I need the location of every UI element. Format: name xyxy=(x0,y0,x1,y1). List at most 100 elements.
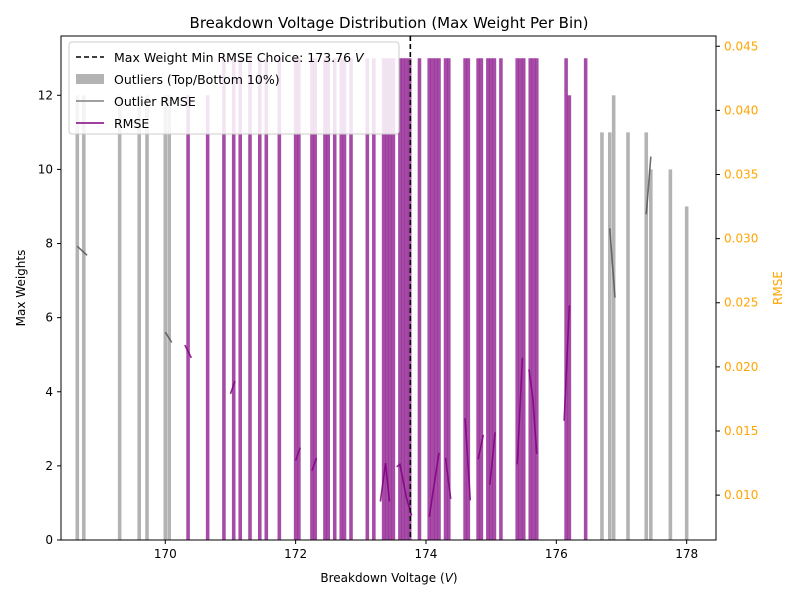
y-tick-label: 4 xyxy=(45,385,53,399)
y2-tick-label: 0.035 xyxy=(724,168,758,182)
weight-bar xyxy=(401,58,405,541)
y2-axis-label: RMSE xyxy=(771,271,785,305)
weight-bar xyxy=(398,58,402,541)
x-axis-label-end: ) xyxy=(453,571,458,585)
weight-bar xyxy=(430,58,435,541)
weight-bar xyxy=(231,58,236,541)
weight-bar xyxy=(310,58,314,541)
outlier-rmse-line xyxy=(164,331,173,343)
weight-bar xyxy=(326,58,330,541)
plot-frame xyxy=(60,35,717,541)
outlier-bar xyxy=(82,95,86,540)
y-axis-label: Max Weights xyxy=(14,250,28,327)
outlier-bar xyxy=(611,95,616,540)
weight-bar xyxy=(534,58,539,541)
weight-bar xyxy=(466,58,471,541)
rmse-line xyxy=(444,457,452,500)
weight-bar xyxy=(297,58,301,541)
y-tick-label: 10 xyxy=(38,162,53,176)
weight-bar xyxy=(463,58,467,541)
chart-title: Breakdown Voltage Distribution (Max Weig… xyxy=(190,14,589,32)
weight-bar xyxy=(407,58,412,541)
legend-entry-choice: Max Weight Min RMSE Choice: 173.76 V xyxy=(114,50,365,65)
outlier-bar xyxy=(145,95,149,540)
weight-bar xyxy=(277,58,282,541)
legend-entry-outliers: Outliers (Top/Bottom 10%) xyxy=(114,72,280,87)
weight-bar xyxy=(388,58,392,541)
outlier-bar xyxy=(167,95,171,540)
x-tick-label: 178 xyxy=(675,547,698,561)
rmse-line xyxy=(464,418,472,501)
rmse-line xyxy=(229,380,236,395)
y2-tick-label: 0.025 xyxy=(724,296,758,310)
weight-bar xyxy=(492,58,497,541)
outlier-rmse-line xyxy=(645,156,652,215)
weight-bar xyxy=(528,58,533,541)
weight-bar xyxy=(476,58,480,541)
y2-tick-label: 0.020 xyxy=(724,360,758,374)
legend-entry-choice-label: Max Weight Min RMSE Choice: 173.76 xyxy=(114,50,355,65)
weight-bar xyxy=(404,58,409,541)
axes-layer: 170 172 174 176 178 0 2 4 6 8 10 12 0.010 0.015 0.020 0… xyxy=(38,35,758,561)
legend-entry-outlier-rmse: Outlier RMSE xyxy=(114,94,196,109)
legend-outlier-swatch xyxy=(76,74,104,84)
weight-bar xyxy=(186,95,190,540)
outlier-bar xyxy=(668,169,673,540)
rmse-line xyxy=(311,457,318,472)
rmse-lines-layer xyxy=(76,36,652,540)
weight-bar xyxy=(342,58,347,541)
outlier-bar xyxy=(137,95,141,540)
x-axis-label-unit: V xyxy=(445,571,454,585)
weight-bar xyxy=(446,58,451,541)
outlier-bar xyxy=(117,95,122,540)
weight-bar xyxy=(564,58,568,541)
rmse-line xyxy=(528,369,538,455)
rmse-line xyxy=(379,462,391,502)
weight-bar xyxy=(238,58,243,541)
weight-bar xyxy=(264,58,269,541)
y-tick-label: 6 xyxy=(45,311,53,325)
outlier-bar xyxy=(600,132,604,540)
weight-bar xyxy=(248,58,252,541)
outlier-rmse-line xyxy=(608,228,616,298)
weight-bar xyxy=(433,58,438,541)
weight-bar xyxy=(257,58,262,541)
y-tick-label: 2 xyxy=(45,459,53,473)
weight-bar xyxy=(427,58,432,541)
x-tick-label: 170 xyxy=(154,547,177,561)
rmse-line xyxy=(563,305,571,421)
weight-bar xyxy=(313,58,317,541)
x-tick-label: 172 xyxy=(284,547,307,561)
weight-bar xyxy=(385,58,389,541)
weight-bar xyxy=(365,58,370,541)
x-tick-label: 174 xyxy=(415,547,438,561)
weight-bar xyxy=(349,58,353,541)
weight-bar xyxy=(518,58,523,541)
rmse-line xyxy=(184,344,193,359)
rmse-line xyxy=(294,447,301,461)
bars-layer xyxy=(75,58,689,541)
weight-bar xyxy=(205,95,210,540)
weight-bar xyxy=(531,58,536,541)
rmse-line xyxy=(477,434,485,460)
outlier-bar xyxy=(607,132,612,540)
y2-tick-label: 0.015 xyxy=(724,424,758,438)
outlier-bar xyxy=(163,95,168,540)
y2-tick-label: 0.045 xyxy=(724,39,758,53)
y-tick-label: 12 xyxy=(38,88,53,102)
x-axis-label: Breakdown Voltage (V) xyxy=(320,571,457,585)
outlier-bar xyxy=(684,206,689,540)
y2-tick-label: 0.040 xyxy=(724,103,758,117)
outlier-bar xyxy=(649,169,653,540)
weight-bar xyxy=(486,58,490,541)
weight-bar xyxy=(583,58,588,541)
weight-bar xyxy=(372,58,376,541)
weight-bar xyxy=(391,58,396,541)
weight-bar xyxy=(521,58,526,541)
legend-entry-choice-unit: V xyxy=(355,50,365,65)
weight-bar xyxy=(293,58,298,541)
weight-bar xyxy=(479,58,484,541)
rmse-line xyxy=(396,462,413,516)
